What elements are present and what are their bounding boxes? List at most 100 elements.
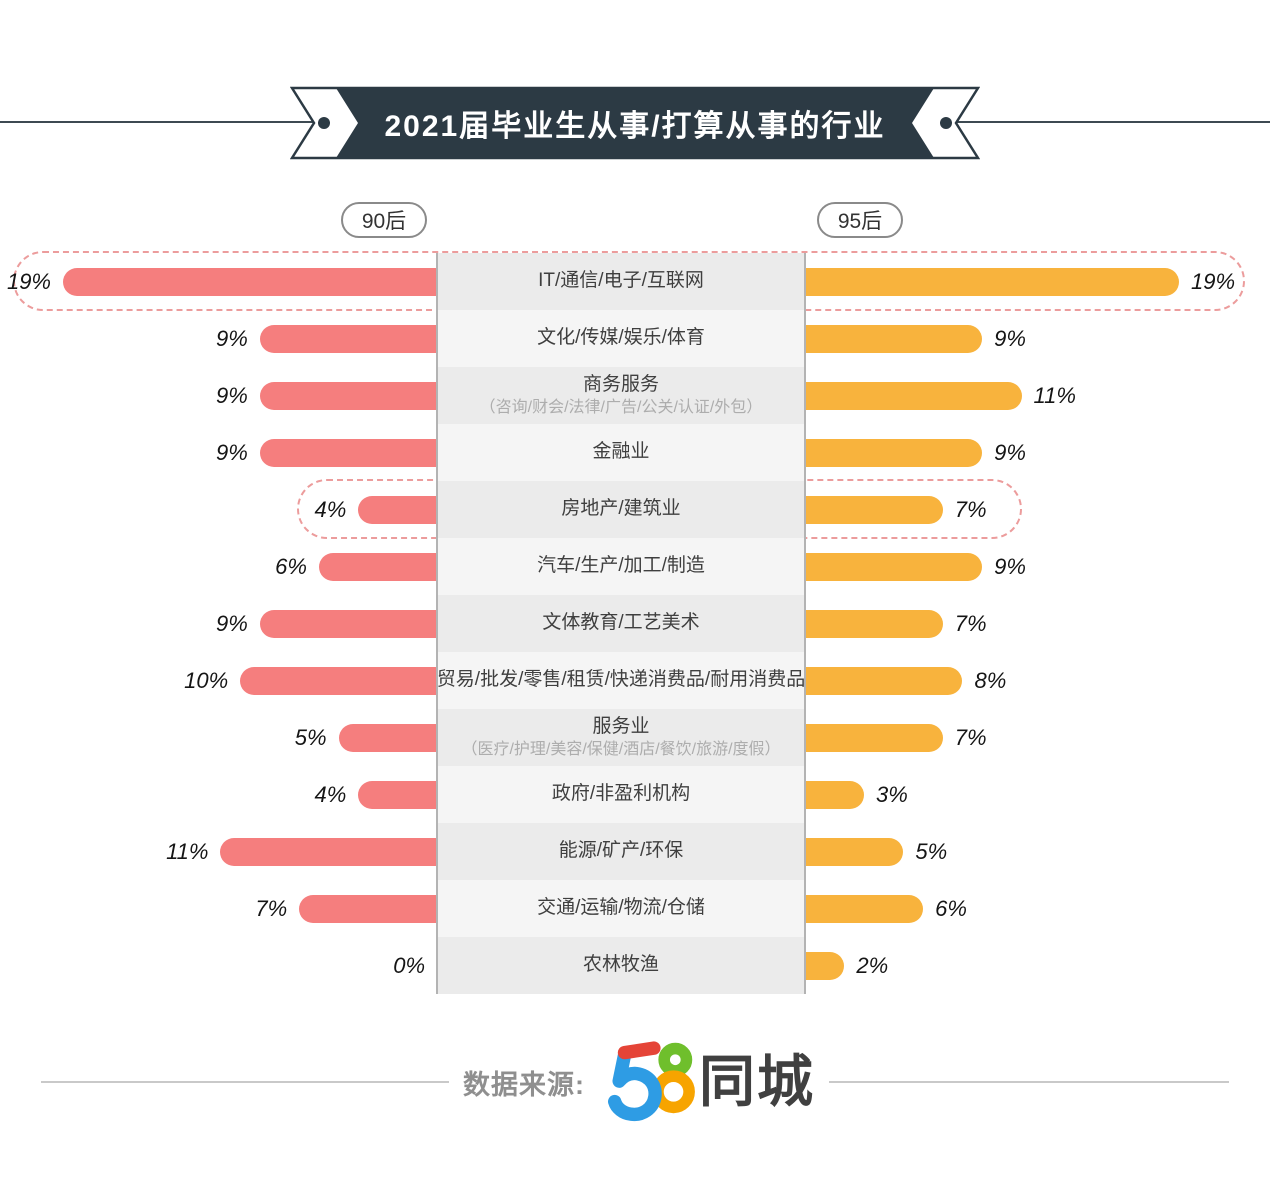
left-bar-cell: 4% xyxy=(0,481,437,538)
value-label-95s: 3% xyxy=(876,781,908,807)
category-label: 贸易/批发/零售/租赁/快递消费品/耐用消费品 xyxy=(436,669,806,691)
legend-pill-90s: 90后 xyxy=(341,202,427,238)
bar-95s xyxy=(805,894,924,923)
page-title: 2021届毕业生从事/打算从事的行业 xyxy=(384,110,886,143)
58-logo-icon xyxy=(608,1041,695,1122)
bar-90s xyxy=(259,324,437,353)
bar-90s xyxy=(259,381,437,410)
chart-row: 11% 能源/矿产/环保 5% xyxy=(0,823,1270,880)
butterfly-bar-chart: 19% IT/通信/电子/互联网 19% 9% 文化/传媒/娱乐/体育 9% 9% 商务服务 （… xyxy=(0,251,1270,994)
value-label-90s: 9% xyxy=(216,325,248,351)
category-label: 农林牧渔 xyxy=(582,954,659,976)
left-bar-cell: 19% xyxy=(0,253,437,310)
category-cell: 贸易/批发/零售/租赁/快递消费品/耐用消费品 xyxy=(437,652,805,709)
category-label: 交通/运输/物流/仓储 xyxy=(537,897,705,919)
left-bar-cell: 5% xyxy=(0,709,437,766)
right-bar-cell: 11% xyxy=(805,367,1270,424)
right-bar-cell: 7% xyxy=(805,595,1270,652)
category-cell: 政府/非盈利机构 xyxy=(437,766,805,823)
chart-row: 4% 政府/非盈利机构 3% xyxy=(0,766,1270,823)
bar-90s xyxy=(220,837,437,866)
bar-95s xyxy=(805,438,983,467)
value-label-90s: 9% xyxy=(216,439,248,465)
left-bar-cell: 0% xyxy=(0,937,437,994)
category-label: 文化/传媒/娱乐/体育 xyxy=(537,327,705,349)
data-source-label: 数据来源: xyxy=(463,1069,585,1100)
value-label-95s: 7% xyxy=(954,496,987,522)
category-sublabel: （医疗/护理/美容/保健/酒店/餐饮/旅游/度假） xyxy=(461,741,781,759)
chart-row: 6% 汽车/生产/加工/制造 9% xyxy=(0,538,1270,595)
category-cell: 文化/传媒/娱乐/体育 xyxy=(437,310,805,367)
bar-90s xyxy=(358,780,437,809)
chart-rows: 19% IT/通信/电子/互联网 19% 9% 文化/传媒/娱乐/体育 9% 9% 商务服务 （… xyxy=(0,253,1270,994)
category-label: 汽车/生产/加工/制造 xyxy=(537,555,705,577)
category-cell: 文体教育/工艺美术 xyxy=(437,595,805,652)
category-label: 商务服务 xyxy=(582,373,659,395)
category-cell: IT/通信/电子/互联网 xyxy=(437,253,805,310)
bar-95s xyxy=(805,324,983,353)
right-bar-cell: 5% xyxy=(805,823,1270,880)
category-cell: 商务服务 （咨询/财会/法律/广告/公关/认证/外包） xyxy=(437,367,805,424)
bar-90s xyxy=(259,438,437,467)
legend-pill-95s: 95后 xyxy=(817,202,903,238)
right-bar-cell: 6% xyxy=(805,880,1270,937)
bar-90s xyxy=(358,495,437,524)
bar-90s xyxy=(240,666,437,695)
category-cell: 交通/运输/物流/仓储 xyxy=(437,880,805,937)
value-label-95s: 9% xyxy=(994,325,1026,351)
left-bar-cell: 7% xyxy=(0,880,437,937)
bar-95s xyxy=(805,552,983,581)
chart-row: 0% 农林牧渔 2% xyxy=(0,937,1270,994)
category-label: 能源/矿产/环保 xyxy=(558,840,684,862)
footer: 数据来源: 同城 xyxy=(0,1040,1270,1124)
title-ribbon xyxy=(289,86,981,160)
bar-90s xyxy=(63,267,437,296)
category-label: 文体教育/工艺美术 xyxy=(542,612,700,634)
left-bar-cell: 9% xyxy=(0,367,437,424)
value-label-95s: 9% xyxy=(994,439,1026,465)
center-column-right-border xyxy=(804,253,806,994)
value-label-95s: 5% xyxy=(915,838,948,864)
value-label-95s: 6% xyxy=(935,895,967,921)
category-label: 政府/非盈利机构 xyxy=(551,783,691,805)
bar-95s xyxy=(805,495,943,524)
ribbon-banner-icon xyxy=(289,86,981,160)
category-sublabel: （咨询/财会/法律/广告/公关/认证/外包） xyxy=(479,399,763,417)
value-label-95s: 9% xyxy=(994,553,1026,579)
footer-left-line xyxy=(41,1081,449,1083)
bar-95s xyxy=(805,609,943,638)
value-label-90s: 9% xyxy=(216,382,248,408)
left-bar-cell: 6% xyxy=(0,538,437,595)
left-bar-cell: 4% xyxy=(0,766,437,823)
right-bar-cell: 9% xyxy=(805,538,1270,595)
chart-row: 9% 金融业 9% xyxy=(0,424,1270,481)
right-bar-cell: 7% xyxy=(805,709,1270,766)
value-label-90s: 11% xyxy=(166,838,209,864)
bar-90s xyxy=(318,552,437,581)
right-bar-cell: 2% xyxy=(805,937,1270,994)
bar-95s xyxy=(805,666,963,695)
bar-95s xyxy=(805,780,865,809)
value-label-90s: 9% xyxy=(216,610,248,636)
right-bar-cell: 9% xyxy=(805,424,1270,481)
value-label-90s: 0% xyxy=(393,952,425,978)
category-label: 服务业 xyxy=(592,715,650,737)
bar-95s xyxy=(805,951,845,980)
chart-row: 5% 服务业 （医疗/护理/美容/保健/酒店/餐饮/旅游/度假） 7% xyxy=(0,709,1270,766)
chart-row: 9% 文化/传媒/娱乐/体育 9% xyxy=(0,310,1270,367)
bar-95s xyxy=(805,381,1022,410)
left-bar-cell: 10% xyxy=(0,652,437,709)
right-bar-cell: 3% xyxy=(805,766,1270,823)
value-label-90s: 19% xyxy=(6,268,51,294)
bar-90s xyxy=(259,609,437,638)
category-cell: 农林牧渔 xyxy=(437,937,805,994)
value-label-95s: 11% xyxy=(1033,382,1076,408)
right-bar-cell: 9% xyxy=(805,310,1270,367)
category-cell: 服务业 （医疗/护理/美容/保健/酒店/餐饮/旅游/度假） xyxy=(437,709,805,766)
category-cell: 房地产/建筑业 xyxy=(437,481,805,538)
value-label-95s: 19% xyxy=(1191,268,1236,294)
bar-95s xyxy=(805,837,904,866)
category-cell: 金融业 xyxy=(437,424,805,481)
bar-95s xyxy=(805,723,943,752)
